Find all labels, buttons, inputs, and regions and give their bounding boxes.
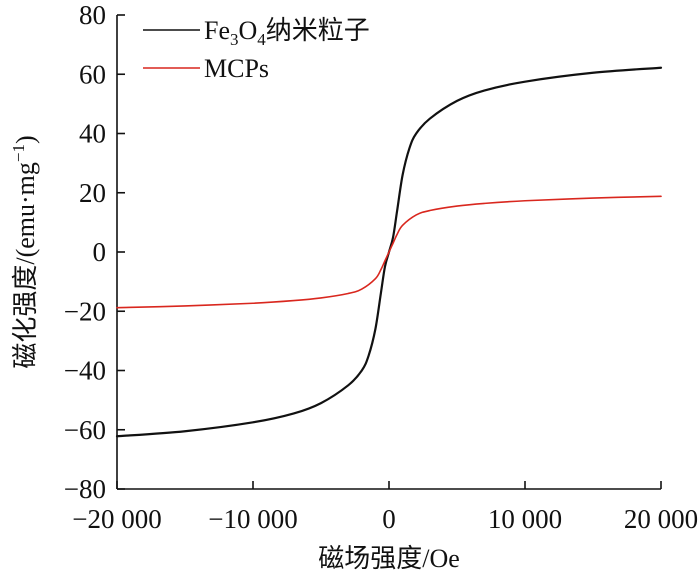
x-tick-label: −20 000 [72, 504, 161, 534]
series-layer [115, 66, 663, 438]
y-tick-label: 0 [93, 237, 107, 267]
mcps-curve [116, 195, 662, 309]
x-ticks: −20 000 −10 000 0 10 000 20 000 [72, 481, 698, 534]
y-axis-title: 磁化强度/(emu·mg−1) [9, 135, 40, 368]
y-tick-label: −80 [64, 474, 106, 504]
legend-label-fe3o4: Fe3O4纳米粒子 [204, 16, 370, 49]
legend-subscript-3: 3 [230, 30, 239, 49]
y-axis-title-close: ) [11, 135, 40, 144]
y-tick-label: −40 [64, 356, 106, 386]
y-tick-label: 60 [79, 59, 106, 89]
x-tick-label: 20 000 [624, 504, 698, 534]
legend-label-mcps: MCPs [204, 54, 269, 83]
legend-o-text: O [239, 16, 258, 45]
y-ticks: −80 −60 −40 −20 0 20 40 60 80 [64, 0, 125, 504]
legend-subscript-4: 4 [257, 30, 266, 49]
y-tick-label: 80 [79, 0, 106, 30]
legend-fe-text: Fe [204, 16, 230, 45]
x-axis-title: 磁场强度/Oe [318, 544, 460, 573]
x-tick-label: 0 [382, 504, 396, 534]
y-axis-title-main: 磁化强度/(emu·mg [11, 162, 40, 369]
y-tick-label: 20 [79, 178, 106, 208]
x-tick-label: 10 000 [488, 504, 562, 534]
legend-nanoparticle-text: 纳米粒子 [266, 16, 370, 45]
y-tick-label: −60 [64, 415, 106, 445]
y-tick-label: 40 [79, 119, 106, 149]
x-tick-label: −10 000 [208, 504, 297, 534]
y-axis-title-superscript: −1 [9, 144, 28, 162]
legend: Fe3O4纳米粒子 MCPs [143, 16, 370, 83]
y-tick-label: −20 [64, 296, 106, 326]
